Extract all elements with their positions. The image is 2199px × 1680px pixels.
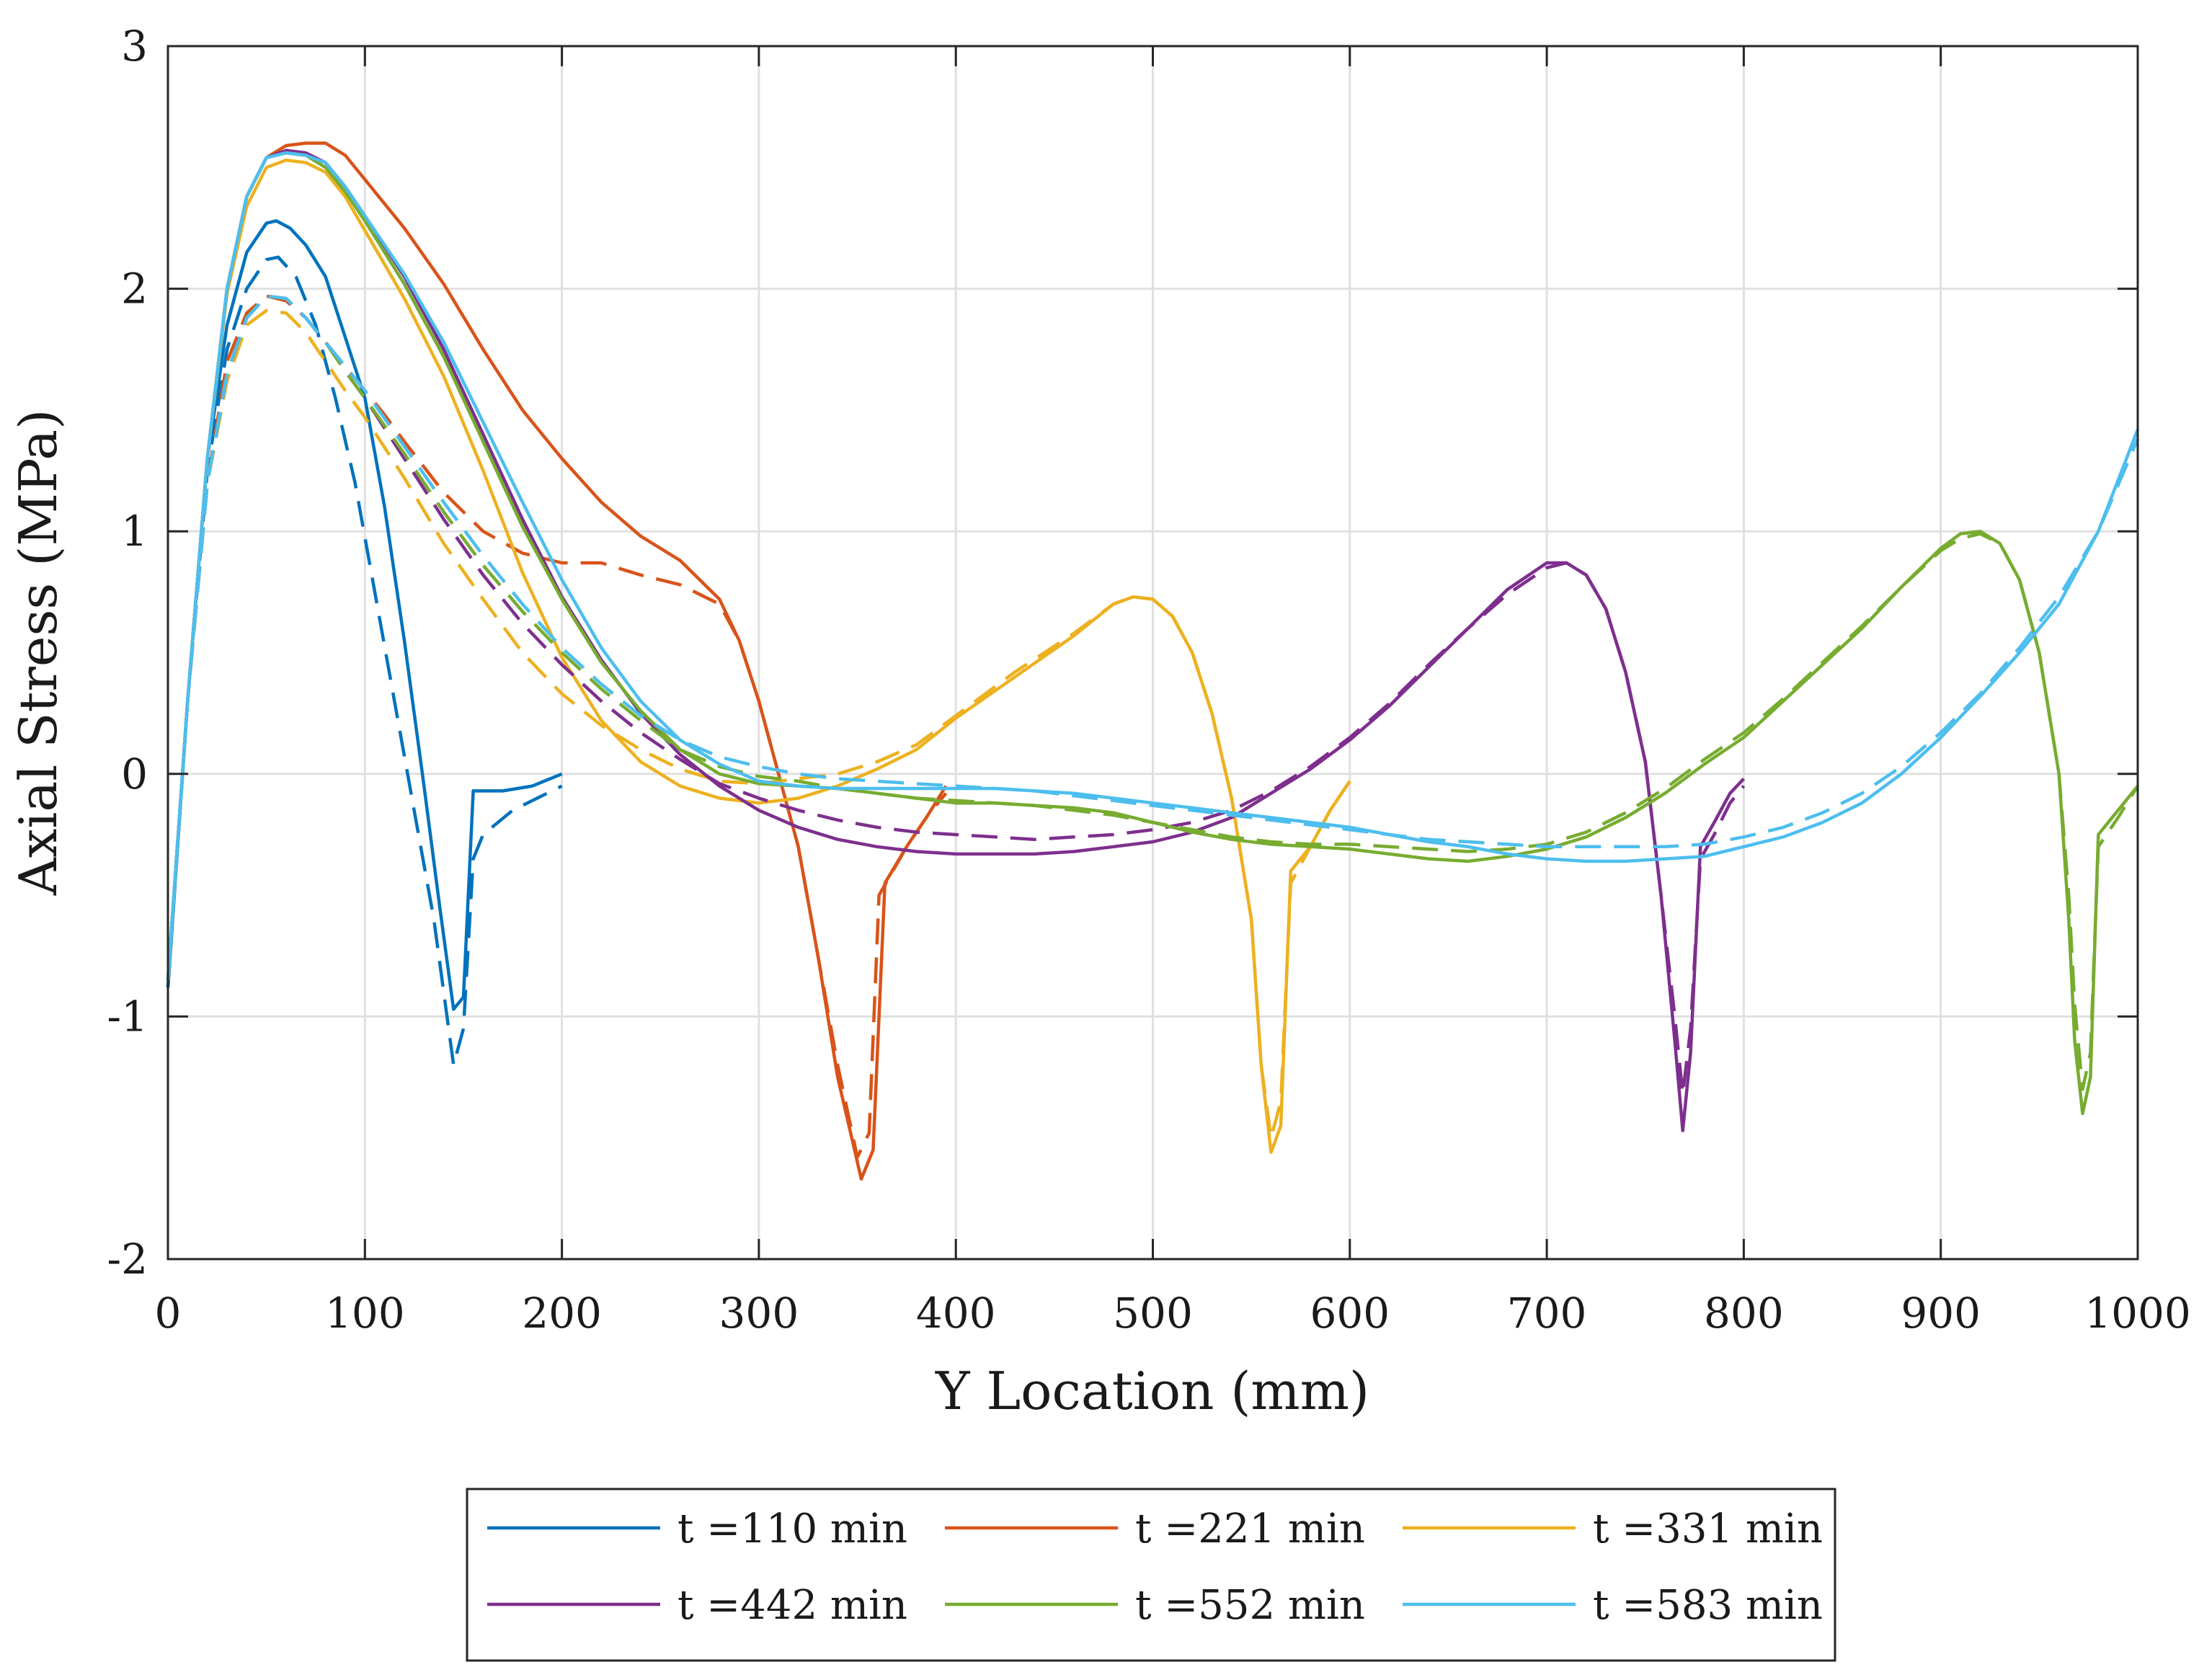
y-tick-label: 1: [121, 507, 148, 556]
legend-box: [466, 1488, 1836, 1662]
x-axis-label: Y Location (mm): [935, 1361, 1369, 1421]
y-tick-label: 2: [121, 265, 148, 314]
y-tick-label: -2: [107, 1235, 148, 1284]
y-tick-label: 0: [121, 750, 148, 799]
y-tick-label: -1: [107, 992, 148, 1041]
x-tick-label: 200: [522, 1289, 602, 1338]
series-line-solid: [166, 151, 2139, 1116]
legend-label: t =552 min: [1135, 1582, 1365, 1629]
y-tick-label: 3: [121, 22, 148, 71]
y-axis-label: Axial Stress (MPa): [8, 409, 68, 897]
legend-item: t =110 min: [487, 1506, 907, 1552]
legend: t =110 min t =221 min t =331 min t =442 min…: [466, 1488, 1836, 1662]
series-line-solid: [166, 158, 1351, 1155]
legend-item: t =442 min: [487, 1582, 907, 1629]
tick-labels: 0 100 200 300 400 500 600 700 800 900 1000 -2 -1 0 1 2 3: [107, 22, 2191, 1338]
series-group: [166, 151, 2139, 1116]
legend-label: t =583 min: [1593, 1582, 1823, 1629]
series-group: [166, 158, 1351, 1155]
legend-label: t =110 min: [678, 1506, 907, 1552]
series-group: [166, 219, 563, 1067]
series-line-solid: [166, 219, 563, 1011]
x-tick-label: 800: [1704, 1289, 1784, 1338]
axis-ticks: [166, 45, 2139, 1261]
legend-label: t =331 min: [1593, 1506, 1823, 1552]
legend-item: t =583 min: [1403, 1582, 1823, 1629]
legend-label: t =221 min: [1135, 1506, 1365, 1552]
x-tick-label: 500: [1113, 1289, 1193, 1338]
x-tick-label: 100: [325, 1289, 405, 1338]
x-tick-label: 300: [719, 1289, 799, 1338]
x-tick-label: 400: [916, 1289, 996, 1338]
legend-item: t =331 min: [1403, 1506, 1823, 1552]
series-line-dashed: [166, 255, 563, 1067]
x-tick-label: 900: [1901, 1289, 1981, 1338]
legend-label: t =442 min: [678, 1582, 907, 1629]
series-layer: [166, 141, 2140, 1181]
x-tick-label: 700: [1507, 1289, 1587, 1338]
legend-item: t =552 min: [945, 1582, 1365, 1629]
x-tick-label: 0: [155, 1289, 182, 1338]
series-line-solid: [166, 151, 2140, 981]
x-tick-label: 1000: [2084, 1289, 2191, 1338]
legend-item: t =221 min: [945, 1506, 1365, 1552]
x-tick-label: 600: [1310, 1289, 1390, 1338]
series-group: [166, 151, 2140, 981]
